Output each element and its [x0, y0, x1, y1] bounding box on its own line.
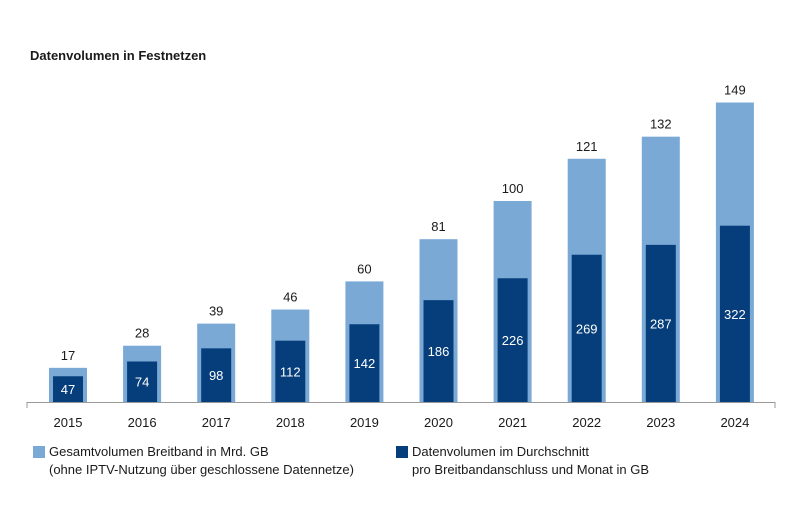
x-tick-label: 2019: [350, 415, 379, 430]
data-label-average: 322: [724, 307, 746, 322]
bar-average: [275, 340, 306, 402]
data-label-average: 287: [650, 316, 672, 331]
data-label-average: 226: [502, 333, 524, 348]
data-label-total: 46: [283, 290, 297, 305]
data-label-total: 28: [135, 326, 149, 341]
legend-label: Datenvolumen im Durchschnitt: [412, 444, 590, 459]
data-label-total: 39: [209, 304, 223, 319]
bar-average: [423, 300, 454, 402]
x-tick-label: 2022: [572, 415, 601, 430]
data-label-average: 269: [576, 321, 598, 336]
bar-average: [127, 361, 158, 402]
legend-swatch-total: [33, 446, 45, 458]
x-tick-label: 2024: [720, 415, 749, 430]
data-label-total: 17: [61, 348, 75, 363]
data-label-average: 186: [428, 344, 450, 359]
data-label-total: 121: [576, 139, 598, 154]
x-tick-label: 2021: [498, 415, 527, 430]
chart-title: Datenvolumen in Festnetzen: [30, 48, 207, 63]
legend-swatch-average: [396, 446, 408, 458]
data-label-average: 142: [354, 356, 376, 371]
data-label-total: 149: [724, 83, 746, 98]
x-tick-label: 2020: [424, 415, 453, 430]
legend-label: Gesamtvolumen Breitband in Mrd. GB: [49, 444, 269, 459]
data-label-average: 47: [61, 382, 75, 397]
data-label-average: 74: [135, 375, 149, 390]
data-label-average: 112: [280, 364, 301, 379]
data-label-total: 60: [357, 261, 371, 276]
bar-average: [571, 254, 602, 402]
data-label-average: 98: [209, 368, 223, 383]
bar-average: [497, 278, 528, 402]
x-tick-label: 2023: [646, 415, 675, 430]
x-tick-label: 2015: [54, 415, 83, 430]
legend-item-average: Datenvolumen im Durchschnitt pro Breitba…: [396, 443, 649, 479]
bar-average: [719, 225, 750, 402]
legend-label: (ohne IPTV-Nutzung über geschlossene Dat…: [49, 462, 354, 477]
x-tick-label: 2018: [276, 415, 305, 430]
legend-label: pro Breitbandanschluss und Monat in GB: [412, 462, 650, 477]
data-label-total: 132: [650, 117, 672, 132]
bar-average: [349, 324, 380, 402]
bar-average: [53, 376, 83, 402]
x-tick-label: 2016: [128, 415, 157, 430]
bar-average: [201, 348, 232, 402]
x-tick-label: 2017: [202, 415, 231, 430]
data-label-total: 100: [502, 181, 524, 196]
bar-average: [645, 244, 676, 402]
legend-item-total: Gesamtvolumen Breitband in Mrd. GB (ohne…: [33, 443, 354, 479]
data-label-total: 81: [431, 219, 445, 234]
